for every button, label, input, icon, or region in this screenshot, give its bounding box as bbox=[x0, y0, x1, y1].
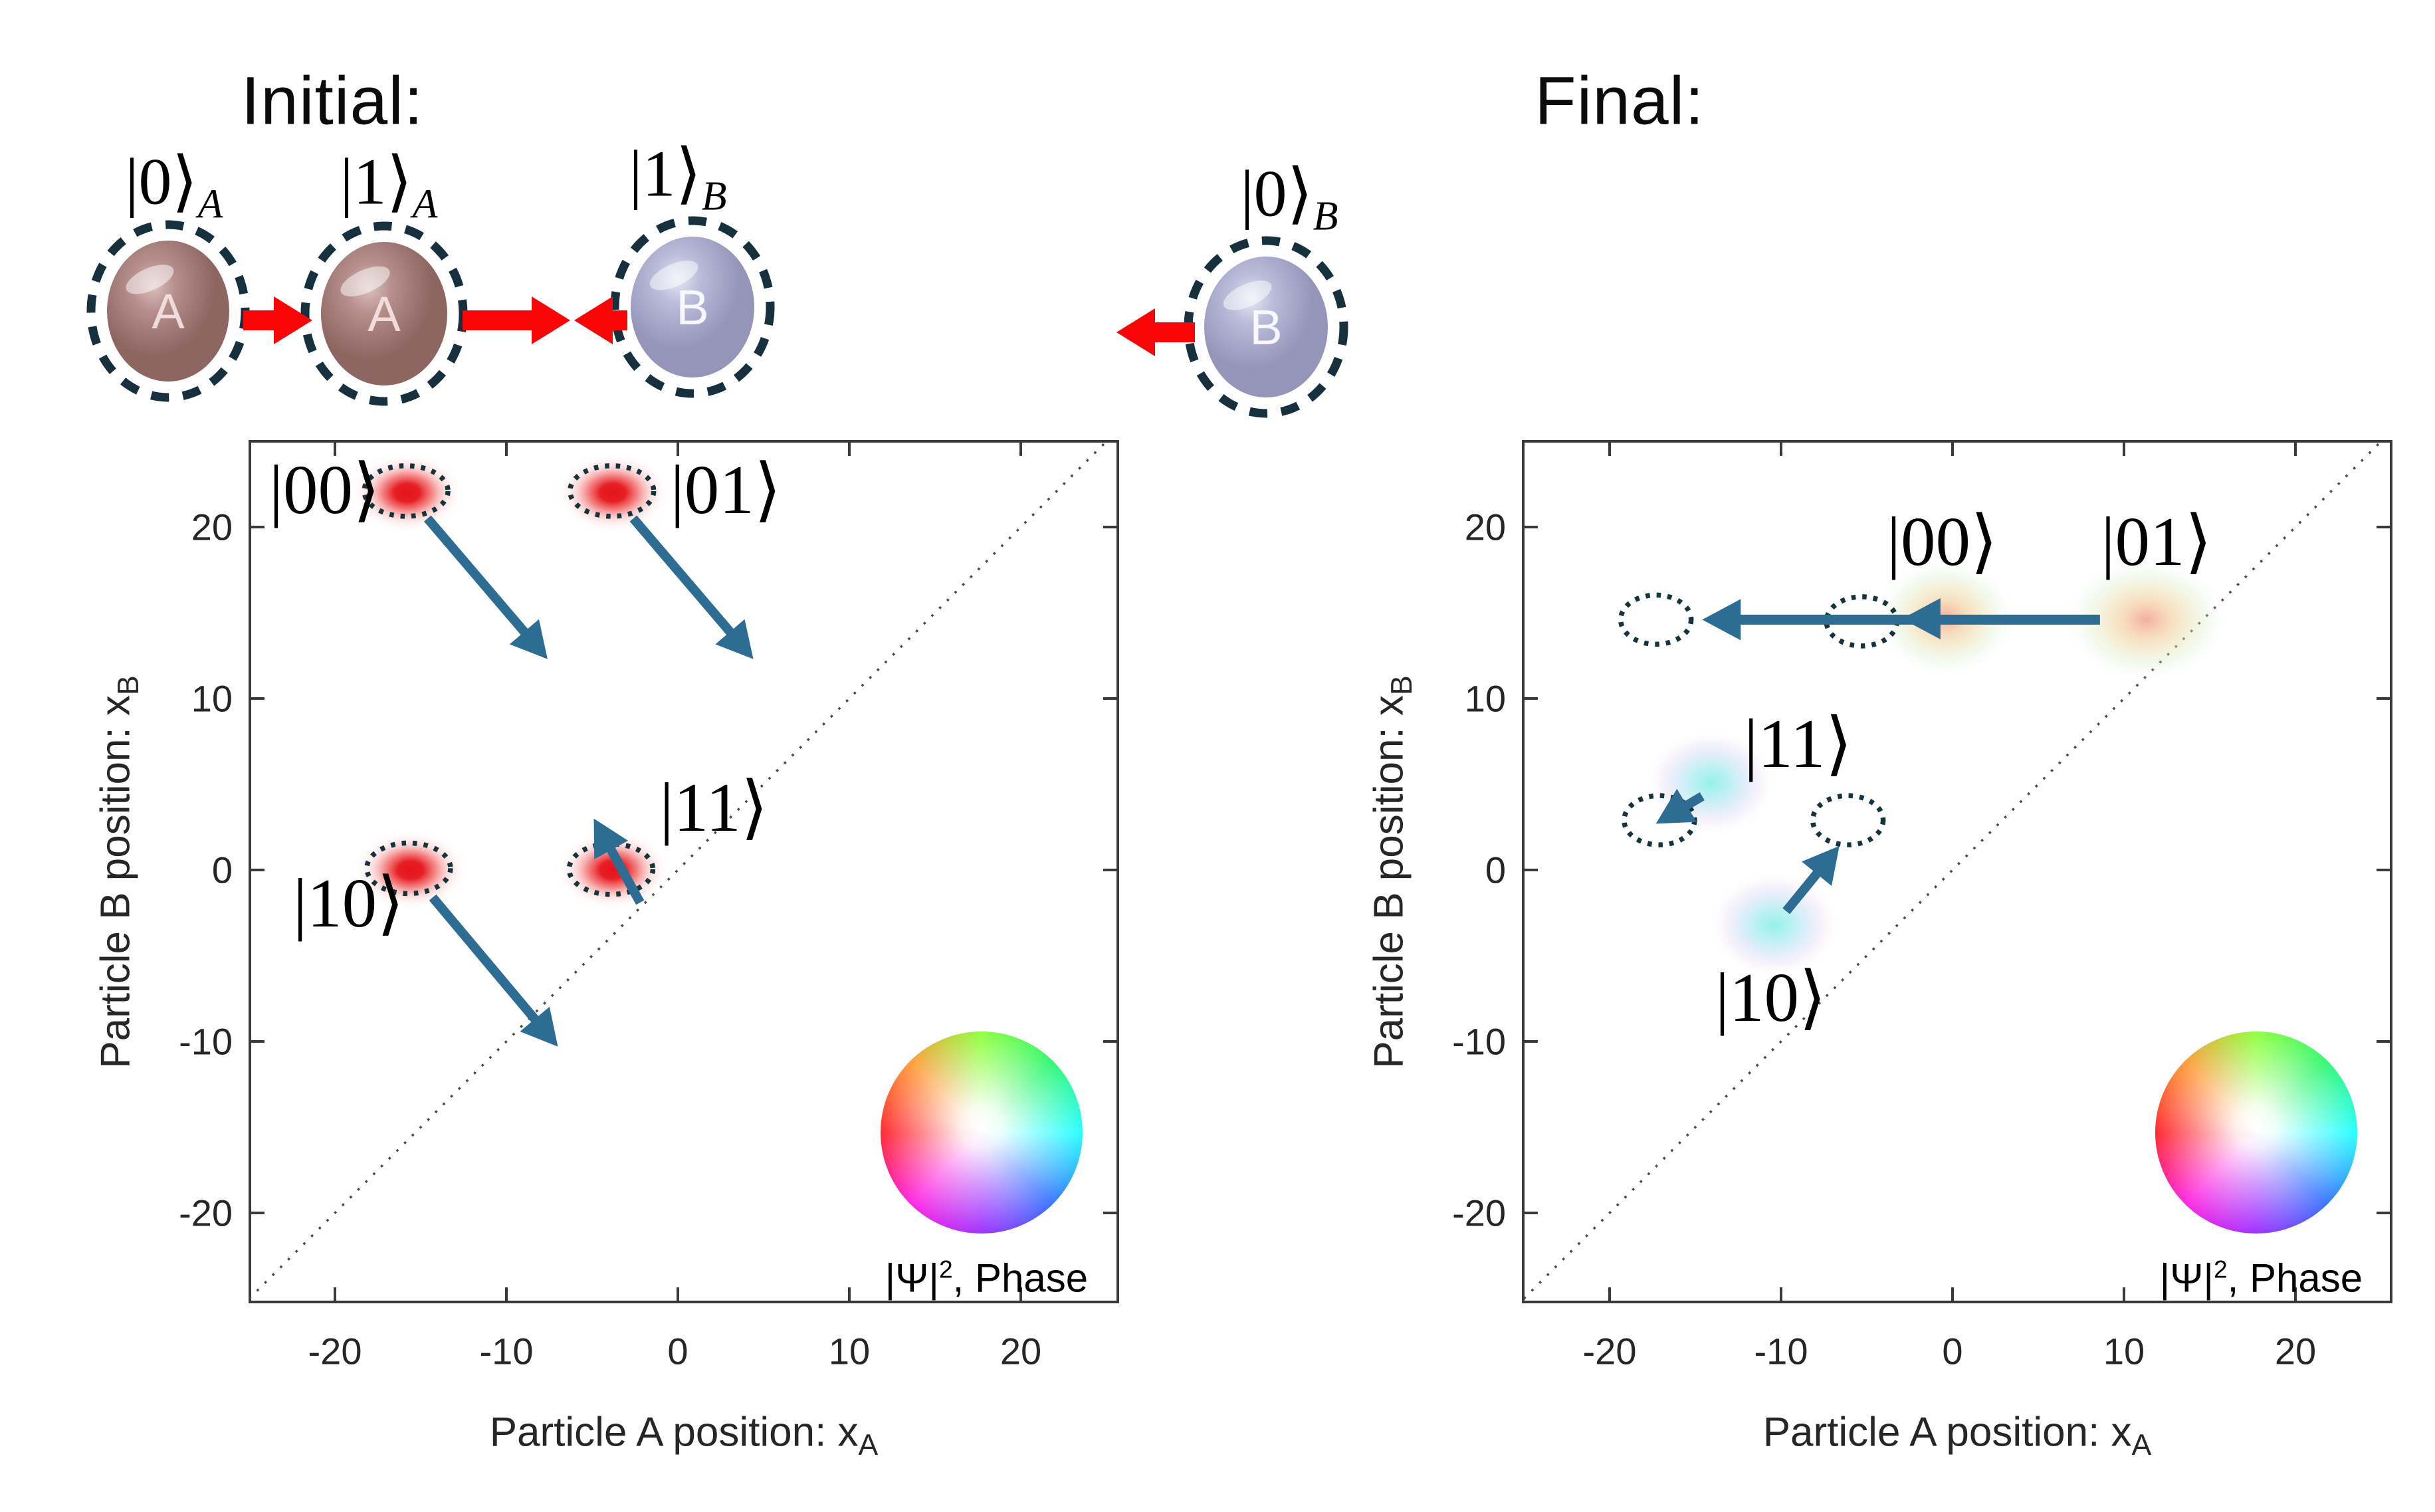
plot-frame bbox=[1522, 440, 2392, 1303]
state-blob-01 bbox=[2063, 556, 2230, 683]
sphere-highlight bbox=[126, 265, 174, 294]
state-label-01: |01⟩ bbox=[2101, 502, 2212, 580]
motion-arrow-head bbox=[520, 1006, 558, 1047]
target-ellipse-0 bbox=[1618, 592, 1694, 647]
x-tick-label--10: -10 bbox=[479, 1330, 534, 1372]
y-axis-title: Particle B position: xB bbox=[1366, 675, 1418, 1069]
ket-label-1-A: |1⟩A bbox=[340, 144, 438, 227]
particle-b-3: B bbox=[1184, 236, 1348, 418]
state-label-01: |01⟩ bbox=[670, 451, 782, 529]
y-tick-label-10: 10 bbox=[191, 677, 233, 720]
state-label-00: |00⟩ bbox=[1887, 502, 1998, 580]
state-blob-01 bbox=[554, 451, 671, 534]
state-label-10: |10⟩ bbox=[1715, 958, 1827, 1036]
y-tick-label-20: 20 bbox=[1464, 506, 1506, 548]
sphere-highlight bbox=[340, 266, 390, 297]
ket-label-1-B: |1⟩B bbox=[629, 136, 727, 219]
diagonal-line bbox=[248, 440, 1108, 1300]
motion-arrow-head bbox=[509, 619, 548, 659]
phase-color-wheel bbox=[2155, 1031, 2357, 1234]
motion-arrow-shaft bbox=[429, 894, 549, 1035]
particle-letter: A bbox=[368, 286, 401, 342]
phase-wheel-label: |Ψ|2, Phase bbox=[885, 1255, 1089, 1301]
x-tick-label-0: 0 bbox=[1942, 1330, 1963, 1372]
state-label-11: |11⟩ bbox=[1744, 704, 1853, 783]
phase-wheel-label: |Ψ|2, Phase bbox=[2159, 1255, 2363, 1301]
particle-b-2: B bbox=[610, 216, 775, 398]
ket-label-0-A: |0⟩A bbox=[125, 144, 223, 227]
target-ellipse-0 bbox=[362, 463, 451, 519]
y-tick-label-20: 20 bbox=[191, 506, 233, 548]
red-arrow-right-1 bbox=[463, 296, 570, 344]
target-ellipse-2 bbox=[364, 840, 453, 897]
diagonal-line bbox=[1523, 440, 2382, 1300]
plot-initial bbox=[248, 440, 1119, 1303]
y-tick-label--20: -20 bbox=[1452, 1192, 1506, 1234]
particle-letter: A bbox=[152, 284, 185, 339]
y-axis-title: Particle B position: xB bbox=[92, 675, 145, 1069]
x-tick-label--20: -20 bbox=[308, 1330, 362, 1372]
x-tick-label-20: 20 bbox=[1000, 1330, 1042, 1372]
panel-title-initial: Initial: bbox=[241, 62, 424, 139]
motion-arrow-head bbox=[593, 818, 629, 859]
x-axis-title: Particle A position: xA bbox=[489, 1409, 879, 1461]
target-ellipse-1 bbox=[567, 463, 657, 519]
motion-arrow-head bbox=[715, 619, 754, 659]
y-tick-label--10: -10 bbox=[179, 1020, 233, 1063]
motion-arrow-head bbox=[1702, 599, 1741, 641]
dashed-ring bbox=[610, 216, 775, 398]
x-tick-label-10: 10 bbox=[2103, 1330, 2145, 1372]
motion-arrow-shaft bbox=[629, 515, 744, 647]
x-tick-label-10: 10 bbox=[828, 1330, 871, 1372]
sphere-highlight bbox=[649, 261, 698, 290]
state-label-10: |10⟩ bbox=[293, 864, 405, 942]
motion-arrow-head bbox=[1655, 788, 1697, 824]
motion-arrow-head bbox=[1802, 845, 1840, 887]
plot-final bbox=[1522, 440, 2392, 1303]
phase-color-wheel bbox=[880, 1031, 1083, 1234]
target-ellipse-3 bbox=[566, 841, 656, 897]
sphere-highlight bbox=[1223, 280, 1272, 310]
state-blob-00 bbox=[348, 451, 466, 534]
x-tick-label--10: -10 bbox=[1754, 1330, 1808, 1372]
particle-letter: B bbox=[1249, 300, 1282, 355]
plot-frame bbox=[249, 440, 1119, 1303]
state-blob-10 bbox=[1709, 871, 1840, 978]
y-tick-label--10: -10 bbox=[1452, 1020, 1506, 1063]
x-tick-label-20: 20 bbox=[2274, 1330, 2317, 1372]
particle-a-0: A bbox=[86, 220, 250, 402]
y-tick-label--20: -20 bbox=[179, 1192, 233, 1234]
x-axis-title: Particle A position: xA bbox=[1762, 1409, 2152, 1461]
x-tick-label--20: -20 bbox=[1582, 1330, 1637, 1372]
particle-letter: B bbox=[676, 280, 708, 335]
y-tick-label-0: 0 bbox=[1485, 849, 1506, 891]
panel-title-final: Final: bbox=[1535, 62, 1705, 139]
state-label-11: |11⟩ bbox=[659, 768, 768, 846]
red-arrow-right-0 bbox=[243, 296, 312, 344]
red-arrow-left-3 bbox=[1116, 308, 1195, 356]
motion-arrow-head bbox=[1901, 598, 1941, 640]
state-label-00: |00⟩ bbox=[269, 451, 381, 529]
particle-a-1: A bbox=[300, 221, 468, 406]
target-ellipse-3 bbox=[1810, 793, 1886, 847]
y-tick-label-10: 10 bbox=[1464, 677, 1506, 720]
ket-label-0-B: |0⟩B bbox=[1240, 156, 1338, 239]
motion-arrow-shaft bbox=[423, 515, 538, 647]
y-tick-label-0: 0 bbox=[211, 849, 233, 891]
red-arrow-left-2 bbox=[574, 296, 627, 344]
x-tick-label-0: 0 bbox=[667, 1330, 688, 1372]
